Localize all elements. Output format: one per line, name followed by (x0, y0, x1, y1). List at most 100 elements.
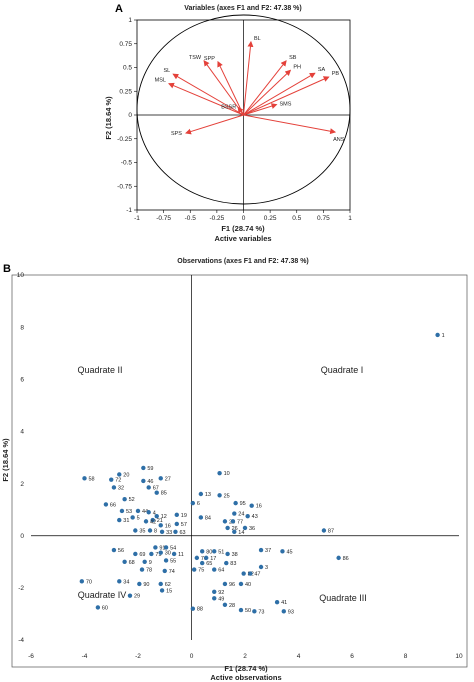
observation-label: 56 (118, 548, 124, 554)
observation-label: 93 (288, 609, 294, 615)
observation-label: 21 (157, 518, 163, 524)
observation-label: 78 (146, 568, 152, 574)
observation-label: 42 (150, 519, 156, 525)
panel-b-xlabel: F1 (28.74 %) (224, 664, 268, 673)
observation-label: 24 (238, 512, 244, 518)
panel-b-xtick-label: -4 (82, 653, 88, 660)
observation-label: 52 (129, 497, 135, 503)
observation-label: 51 (218, 549, 224, 555)
observation-point (133, 551, 138, 557)
variable-label: TSW (189, 55, 202, 61)
panel-a-xtick-label: -0.5 (185, 215, 197, 222)
observation-label: 14 (238, 530, 244, 536)
observation-point (103, 502, 109, 507)
observation-label: 37 (265, 548, 271, 554)
observation-point (217, 493, 222, 498)
observation-label: 17 (210, 556, 216, 562)
observation-point (200, 560, 205, 566)
observation-point (198, 515, 204, 520)
observation-point (162, 568, 167, 574)
observation-label: 68 (129, 560, 135, 566)
observation-point (119, 508, 125, 514)
panel-b-xtick-label: 10 (455, 653, 463, 660)
observation-point (212, 549, 217, 554)
observation-label: 10 (224, 471, 230, 477)
panel-a-xtick-label: 0.5 (292, 215, 301, 222)
observation-label: 11 (178, 552, 184, 558)
panel-a-ytick-label: 0.25 (119, 88, 132, 95)
observation-point (249, 503, 254, 508)
variable-arrow (243, 69, 292, 116)
observation-label: 74 (169, 569, 175, 575)
panel-a-xlabel: F1 (28.74 %) (221, 224, 265, 233)
observation-point (122, 559, 127, 564)
observation-label: 88 (197, 607, 203, 613)
panel-b-ytick-label: 0 (20, 533, 24, 540)
observation-point (212, 567, 217, 572)
observation-label: 86 (343, 556, 349, 562)
observation-point (280, 549, 285, 554)
observation-point (159, 529, 165, 535)
panel-b-ytick-label: 2 (20, 481, 24, 488)
observation-label: 73 (258, 609, 264, 615)
observation-point (159, 588, 165, 593)
observation-label: 62 (165, 582, 171, 588)
observation-label: 69 (139, 552, 145, 558)
variable-arrow (243, 103, 278, 116)
observation-point (258, 547, 264, 553)
variable-label: BSSR (221, 104, 236, 110)
variable-label: SA (318, 67, 326, 73)
panel-b-ytick-label: 8 (20, 324, 24, 331)
panel-a-xtick-label: 1 (348, 215, 352, 222)
observation-label: 4 (153, 510, 156, 516)
observation-label: 31 (123, 518, 129, 524)
observation-label: 76 (201, 556, 207, 562)
observation-point (222, 602, 228, 608)
panel-b-ylabel: F2 (18.64 %) (1, 438, 10, 482)
observation-point (141, 478, 146, 484)
observation-label: 25 (224, 493, 230, 499)
panel-a-ylabel: F2 (18.64 %) (104, 96, 113, 140)
panel-a: A Variables (axes F1 and F2: 47.38 %) -1… (104, 3, 352, 243)
observation-point (163, 545, 169, 550)
observation-label: 49 (218, 596, 224, 602)
observation-label: 32 (118, 485, 124, 491)
observation-label: 40 (245, 582, 251, 588)
variable-label: SPS (171, 131, 182, 137)
observation-point (233, 500, 238, 506)
panel-b-xtick-label: 8 (404, 653, 408, 660)
panel-a-xtick-label: -0.75 (156, 215, 171, 222)
observation-label: 27 (165, 476, 171, 482)
observation-point (111, 547, 117, 553)
panel-a-ytick-label: 0.5 (123, 65, 132, 72)
observation-point (79, 579, 85, 584)
panel-a-ytick-label: 0 (128, 112, 132, 119)
observation-point (225, 525, 230, 531)
panel-a-axes: -1 -0.75 -0.5 -0.25 0 0.25 0.5 0.75 1 1 0.75 0.5 0.2… (117, 17, 352, 222)
panel-a-ytick-label: -1 (126, 207, 132, 214)
observation-point (191, 567, 197, 572)
observation-point (122, 497, 127, 502)
observation-point (158, 581, 163, 587)
observation-point (149, 551, 154, 557)
variable-label: SL (163, 68, 170, 74)
observation-point (139, 567, 145, 572)
observation-label: 8 (154, 529, 157, 535)
observation-label: 16 (165, 523, 171, 529)
panel-b-xtick-label: -2 (135, 653, 141, 660)
observation-label: 35 (139, 529, 145, 535)
observation-point (117, 472, 122, 477)
panel-b-ytick-label: -4 (18, 637, 24, 644)
observation-point (153, 545, 158, 550)
panel-b: B Observations (axes F1 and F2: 47.38 %)… (1, 258, 468, 682)
observation-point (238, 581, 244, 587)
observation-label: 3 (265, 565, 268, 571)
panel-b-letter: B (3, 263, 11, 275)
panel-a-xsub: Active variables (214, 234, 271, 243)
observation-point (212, 596, 217, 601)
variable-arrow (203, 60, 244, 116)
observation-label: 71 (155, 552, 161, 558)
observation-point (435, 332, 440, 338)
observation-point (109, 477, 114, 482)
observation-point (174, 512, 179, 518)
